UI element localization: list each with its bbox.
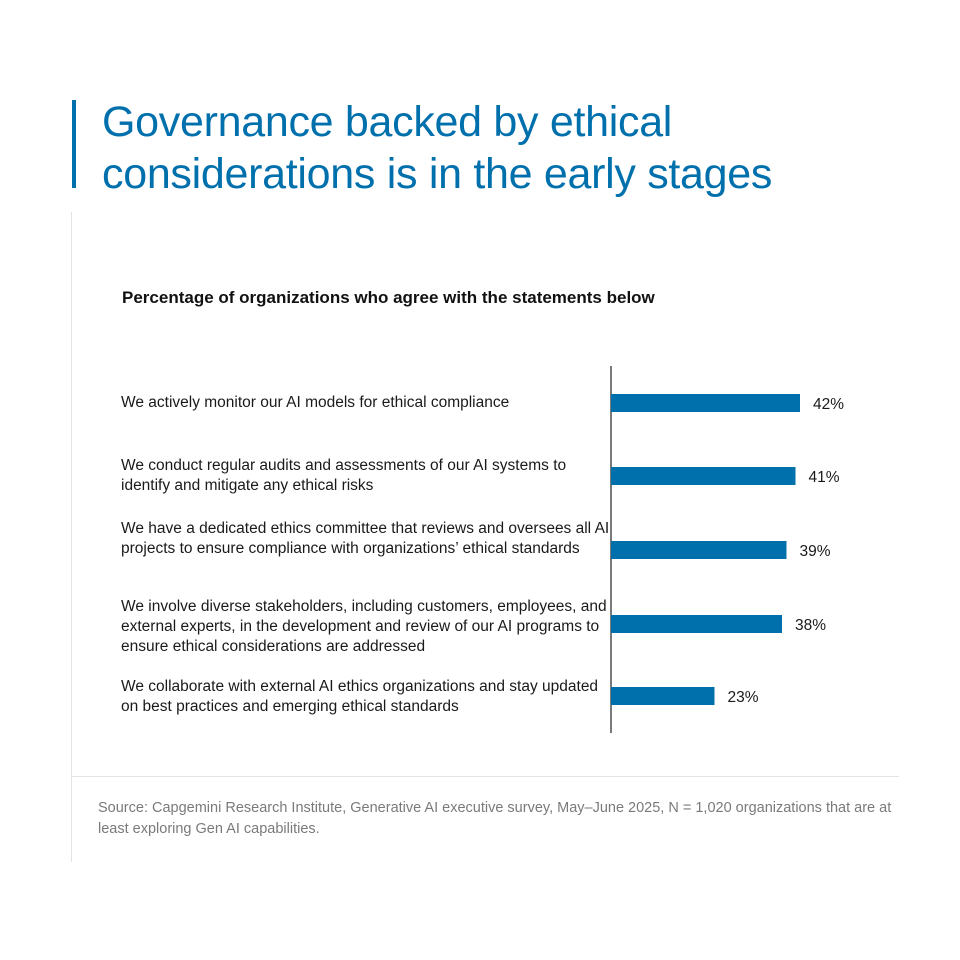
bar-5	[611, 687, 715, 705]
page-title: Governance backed by ethical considerati…	[102, 96, 922, 200]
source-note: Source: Capgemini Research Institute, Ge…	[98, 800, 892, 837]
value-label-3: 39%	[800, 543, 831, 560]
frame-divider-horizontal	[71, 776, 899, 777]
chart-title: Percentage of organizations who agree wi…	[122, 288, 655, 307]
title-accent-bar	[72, 100, 76, 188]
bar-3	[611, 541, 787, 559]
value-label-1: 42%	[813, 396, 844, 413]
value-label-2: 41%	[809, 469, 840, 486]
category-label-5: We collaborate with external AI ethics o…	[121, 678, 599, 715]
value-label-4: 38%	[795, 617, 826, 634]
value-label-5: 23%	[728, 689, 759, 706]
bar-2	[611, 467, 796, 485]
frame-divider-vertical	[71, 212, 72, 862]
category-label-3: We have a dedicated ethics committee tha…	[121, 520, 610, 557]
category-label-2: We conduct regular audits and assessment…	[121, 457, 567, 494]
bar-1	[611, 394, 800, 412]
category-label-1: We actively monitor our AI models for et…	[121, 394, 510, 411]
title-line-1: Governance backed by ethical	[102, 98, 673, 146]
bar-4	[611, 615, 782, 633]
category-label-4: We involve diverse stakeholders, includi…	[121, 598, 607, 655]
title-line-2: considerations is in the early stages	[102, 150, 773, 198]
